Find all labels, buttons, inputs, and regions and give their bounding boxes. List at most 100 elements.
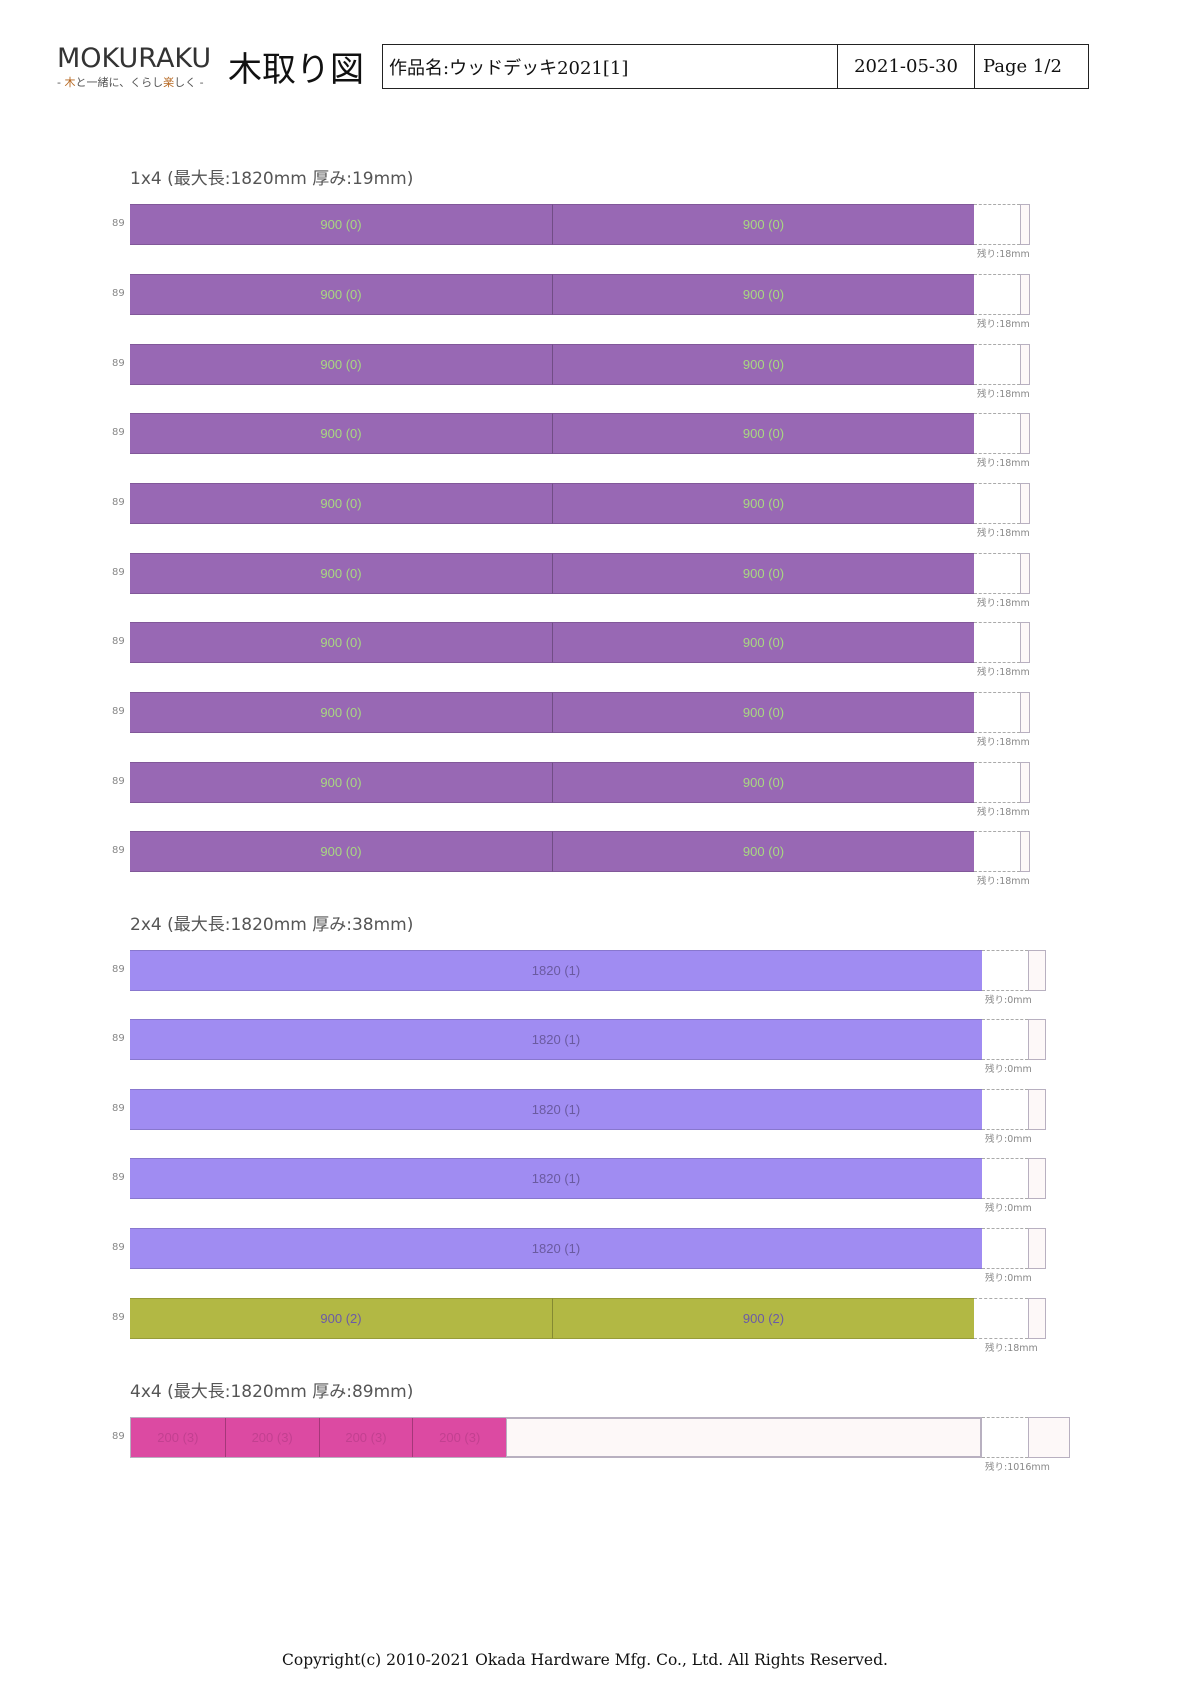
- lumber-board: 900 (0) 900 (0): [130, 831, 974, 872]
- remaining-length-label: 残り:0mm: [985, 1273, 1032, 1284]
- remaining-end-block: [1020, 344, 1030, 385]
- cut-piece: 900 (0): [130, 483, 552, 524]
- remaining-length-label: 残り:0mm: [985, 1134, 1032, 1145]
- remaining-end-block: [1028, 1298, 1046, 1339]
- remaining-length-label: 残り:18mm: [977, 876, 1030, 887]
- remaining-end-block: [1020, 274, 1030, 315]
- remaining-end-block: [1020, 692, 1030, 733]
- remaining-end-block: [1020, 762, 1030, 803]
- remaining-length-label: 残り:18mm: [977, 667, 1030, 678]
- cut-piece: 200 (3): [318, 1418, 413, 1457]
- cut-piece: 900 (0): [552, 274, 974, 315]
- board-width-label: 89: [112, 288, 125, 299]
- remaining-region: [974, 692, 1020, 733]
- remaining-region: [982, 1089, 1028, 1130]
- lumber-board: 1820 (1): [130, 1158, 982, 1199]
- board-width-label: 89: [112, 1103, 125, 1114]
- lumber-board: 1820 (1): [130, 1228, 982, 1269]
- section-title: 4x4 (最大長:1820mm 厚み:89mm): [130, 1382, 414, 1402]
- board-width-label: 89: [112, 1172, 125, 1183]
- remaining-end-block: [1020, 553, 1030, 594]
- cut-piece: 900 (0): [552, 553, 974, 594]
- board-width-label: 89: [112, 1431, 125, 1442]
- remaining-region: [982, 950, 1028, 991]
- board-width-label: 89: [112, 1242, 125, 1253]
- lumber-board: 1820 (1): [130, 1019, 982, 1060]
- cut-piece: 1820 (1): [130, 950, 982, 991]
- board-width-label: 89: [112, 218, 125, 229]
- remaining-region: [982, 1019, 1028, 1060]
- cut-piece: 900 (0): [552, 831, 974, 872]
- document-title: 木取り図: [228, 50, 364, 90]
- remaining-end-block: [1020, 483, 1030, 524]
- cut-piece: 900 (0): [552, 692, 974, 733]
- board-width-label: 89: [112, 1033, 125, 1044]
- cut-piece: 200 (3): [412, 1418, 507, 1457]
- cut-piece: 1820 (1): [130, 1228, 982, 1269]
- document-date: 2021-05-30: [838, 45, 975, 88]
- cut-piece: 1820 (1): [130, 1089, 982, 1130]
- remaining-end-block: [1028, 1019, 1046, 1060]
- cut-piece: 900 (0): [130, 413, 552, 454]
- cut-piece: 900 (2): [130, 1298, 552, 1339]
- lumber-board: 1820 (1): [130, 1089, 982, 1130]
- board-width-label: 89: [112, 358, 125, 369]
- section-title: 2x4 (最大長:1820mm 厚み:38mm): [130, 915, 414, 935]
- remaining-length-label: 残り:18mm: [985, 1343, 1038, 1354]
- lumber-board: 900 (0) 900 (0): [130, 274, 974, 315]
- lumber-board: 900 (0) 900 (0): [130, 622, 974, 663]
- lumber-board: 900 (0) 900 (0): [130, 344, 974, 385]
- remaining-region: [974, 1298, 1028, 1339]
- cut-piece: 900 (0): [130, 274, 552, 315]
- lumber-board: 900 (0) 900 (0): [130, 692, 974, 733]
- lumber-board: 900 (0) 900 (0): [130, 204, 974, 245]
- remaining-length-label: 残り:0mm: [985, 995, 1032, 1006]
- lumber-board: 1820 (1): [130, 950, 982, 991]
- remaining-end-block: [1028, 1417, 1070, 1458]
- lumber-board: 900 (0) 900 (0): [130, 413, 974, 454]
- cut-piece: 900 (0): [552, 483, 974, 524]
- remaining-region: [974, 413, 1020, 454]
- remaining-length-label: 残り:18mm: [977, 389, 1030, 400]
- remaining-region: [974, 762, 1020, 803]
- remaining-region: [974, 483, 1020, 524]
- remaining-region: [974, 831, 1020, 872]
- cut-piece: 900 (2): [552, 1298, 974, 1339]
- remaining-length-label: 残り:18mm: [977, 249, 1030, 260]
- cut-piece: 900 (0): [552, 762, 974, 803]
- cut-piece: 900 (0): [130, 344, 552, 385]
- remaining-length-label: 残り:18mm: [977, 598, 1030, 609]
- board-width-label: 89: [112, 776, 125, 787]
- cut-piece: 900 (0): [130, 204, 552, 245]
- cut-piece: 900 (0): [552, 413, 974, 454]
- remaining-length-label: 残り:1016mm: [985, 1462, 1050, 1473]
- board-width-label: 89: [112, 427, 125, 438]
- cut-piece: 900 (0): [130, 553, 552, 594]
- board-width-label: 89: [112, 1312, 125, 1323]
- board-width-label: 89: [112, 567, 125, 578]
- remaining-length-label: 残り:18mm: [977, 528, 1030, 539]
- cut-piece: 900 (0): [130, 692, 552, 733]
- remaining-region: [982, 1228, 1028, 1269]
- cut-piece: 1820 (1): [130, 1158, 982, 1199]
- cut-piece: 200 (3): [224, 1418, 319, 1457]
- remaining-region: [982, 1417, 1028, 1458]
- remaining-end-block: [1028, 1158, 1046, 1199]
- cut-piece: 900 (0): [130, 831, 552, 872]
- cut-piece: 200 (3): [131, 1418, 225, 1457]
- logo-text: MOKURAKU: [57, 43, 212, 74]
- section-title: 1x4 (最大長:1820mm 厚み:19mm): [130, 169, 414, 189]
- cut-piece: 1820 (1): [130, 1019, 982, 1060]
- logo-tagline: - 木と一緒に、くらし楽しく -: [57, 76, 204, 89]
- remaining-length-label: 残り:18mm: [977, 737, 1030, 748]
- cut-piece: 900 (0): [552, 344, 974, 385]
- mokuraku-logo: MOKURAKU - 木と一緒に、くらし楽しく -: [57, 43, 212, 90]
- remaining-region: [974, 344, 1020, 385]
- remaining-region: [974, 622, 1020, 663]
- remaining-end-block: [1020, 413, 1030, 454]
- lumber-board: 900 (0) 900 (0): [130, 762, 974, 803]
- page-number: Page 1/2: [983, 56, 1062, 77]
- remaining-end-block: [1028, 1089, 1046, 1130]
- remaining-length-label: 残り:18mm: [977, 807, 1030, 818]
- remaining-length-label: 残り:18mm: [977, 319, 1030, 330]
